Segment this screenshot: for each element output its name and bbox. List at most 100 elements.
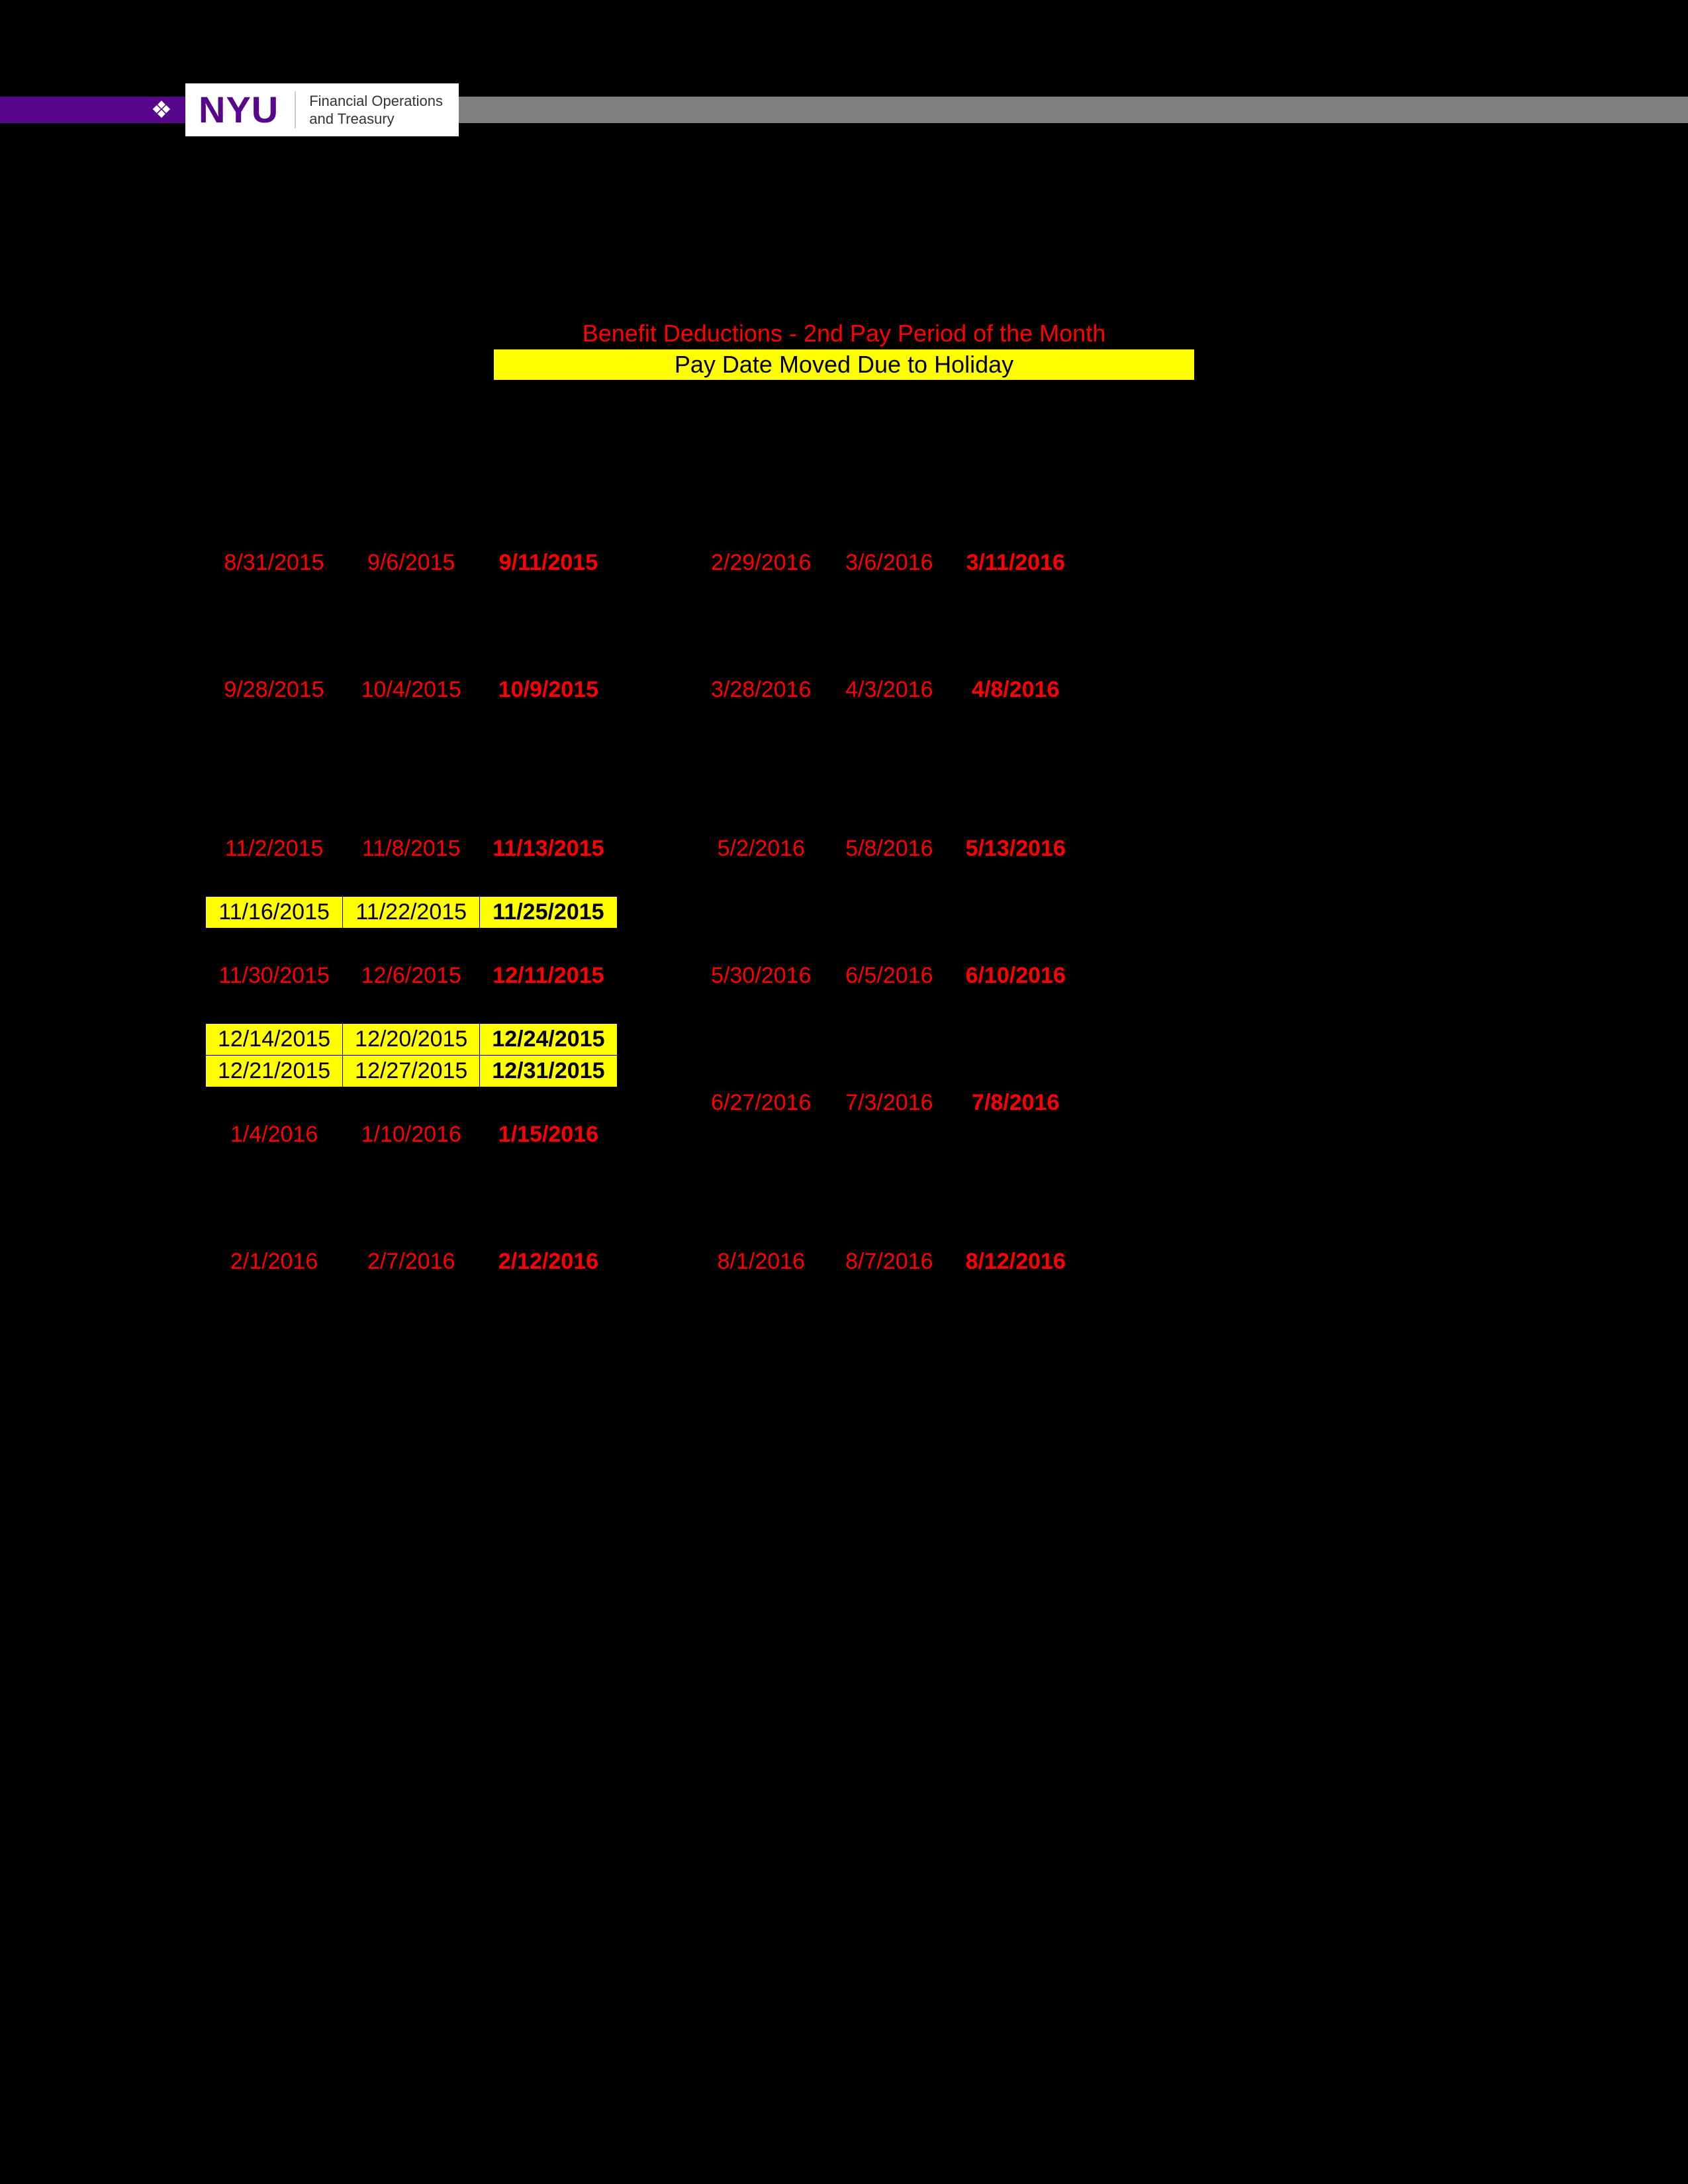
table-row: 11/23/201511/29/201512/4/2015	[206, 928, 618, 960]
table-row: 3/7/20163/13/20163/18/2016	[697, 578, 1078, 610]
table-header-row: Pay Period Start Date Pay Period End Dat…	[697, 424, 1078, 484]
cell-end: 5/15/2016	[825, 864, 954, 896]
cell-pay: 6/24/2016	[953, 1023, 1078, 1055]
cell-start: 2/22/2016	[697, 515, 825, 547]
cell-start: 2/29/2016	[697, 547, 825, 578]
cell-end: 10/25/2015	[343, 769, 480, 801]
table-row: 7/18/20167/24/20167/29/2016	[697, 1182, 1078, 1214]
cell-pay: 1/15/2016	[480, 1118, 617, 1150]
table-row: 1/25/20161/31/20162/5/2016	[206, 1214, 618, 1246]
brand-name: NYU	[199, 91, 296, 128]
table-row: 3/14/20163/20/20163/25/2016	[697, 610, 1078, 642]
cell-end: 7/24/2016	[825, 1182, 954, 1214]
cell-end: 5/8/2016	[825, 833, 954, 864]
cell-pay: 4/1/2016	[953, 642, 1078, 674]
cell-pay: 5/20/2016	[953, 864, 1078, 896]
table-row: 1/11/20161/17/20161/22/2016	[206, 1150, 618, 1182]
cell-pay: 10/9/2015	[480, 674, 617, 705]
table-row: 9/21/20159/27/201510/2/2015	[206, 642, 618, 674]
cell-start: 6/20/2016	[697, 1055, 825, 1087]
cell-start: 11/9/2015	[206, 864, 343, 896]
cell-start: 2/1/2016	[206, 1246, 343, 1277]
cell-start: 8/8/2016	[697, 1277, 825, 1309]
legend: Benefit Deductions - 2nd Pay Period of t…	[493, 318, 1195, 381]
cell-pay: 5/27/2016	[953, 896, 1078, 928]
cell-pay: 12/11/2015	[480, 960, 617, 991]
cell-start: 5/16/2016	[697, 896, 825, 928]
cell-end: 5/1/2016	[825, 801, 954, 833]
cell-start: 8/17/2015	[206, 483, 343, 515]
cell-pay: 7/29/2016	[953, 1182, 1078, 1214]
cell-pay: 12/31/2015	[480, 1055, 617, 1087]
cell-start: 6/27/2016	[697, 1087, 825, 1118]
cell-pay: 8/28/2015	[480, 483, 617, 515]
cell-pay: 1/29/2016	[480, 1182, 617, 1214]
table-header-row: Pay Period Start Date Pay Period End Dat…	[206, 424, 618, 484]
cell-end: 1/31/2016	[343, 1214, 480, 1246]
cell-end: 11/22/2015	[343, 896, 480, 928]
col-header-start: Pay Period Start Date	[697, 424, 825, 484]
table-row: 8/8/20168/14/20168/19/2016	[697, 1277, 1078, 1309]
cell-pay: 8/19/2016	[953, 1277, 1078, 1309]
cell-start: 7/4/2016	[697, 1118, 825, 1150]
table-row: 8/17/20158/23/20158/28/2015	[206, 483, 618, 515]
cell-pay: 3/18/2016	[953, 578, 1078, 610]
cell-end: 1/17/2016	[343, 1150, 480, 1182]
col-header-end: Pay Period End Date	[825, 424, 954, 484]
cell-pay: 9/25/2015	[480, 610, 617, 642]
table-row: 12/14/201512/20/201512/24/2015	[206, 1023, 618, 1055]
cell-end: 12/27/2015	[343, 1055, 480, 1087]
cell-pay: 2/26/2016	[953, 483, 1078, 515]
table-row: 7/25/20167/31/20168/5/2016	[697, 1214, 1078, 1246]
cell-pay: 12/24/2015	[480, 1023, 617, 1055]
cell-pay: 3/25/2016	[953, 610, 1078, 642]
table-row: 10/19/201510/25/201510/30/2015	[206, 769, 618, 801]
cell-end: 9/13/2015	[343, 578, 480, 610]
col-header-pay: Pay Date	[480, 424, 617, 484]
legend-yellow: Pay Date Moved Due to Holiday	[494, 349, 1194, 380]
cell-start: 12/7/2015	[206, 991, 343, 1023]
cell-end: 2/28/2016	[825, 515, 954, 547]
table-row: 5/23/20165/29/20166/3/2016	[697, 928, 1078, 960]
table-row: 11/16/201511/22/201511/25/2015	[206, 896, 618, 928]
table-row: 11/2/201511/8/201511/13/2015	[206, 833, 618, 864]
table-row: 5/30/20166/5/20166/10/2016	[697, 960, 1078, 991]
table-row: 6/20/20166/26/20167/1/2016	[697, 1055, 1078, 1087]
cell-end: 11/15/2015	[343, 864, 480, 896]
table-row: 4/25/20165/1/20165/6/2016	[697, 801, 1078, 833]
cell-end: 7/17/2016	[825, 1150, 954, 1182]
cell-pay: 4/22/2016	[953, 737, 1078, 769]
cell-end: 9/6/2015	[343, 547, 480, 578]
table-row: 2/1/20162/7/20162/12/2016	[206, 1246, 618, 1277]
table-row: 12/7/201512/13/201512/18/2015	[206, 991, 618, 1023]
cell-pay: 7/1/2016	[953, 1055, 1078, 1087]
cell-end: 12/6/2015	[343, 960, 480, 991]
cell-pay: 7/15/2016	[953, 1118, 1078, 1150]
cell-end: 9/20/2015	[343, 610, 480, 642]
cell-end: 6/5/2016	[825, 960, 954, 991]
table-row: 9/7/20159/13/20159/18/2015	[206, 578, 618, 610]
cell-end: 8/7/2016	[825, 1246, 954, 1277]
cell-start: 9/14/2015	[206, 610, 343, 642]
table-row: 10/12/201510/18/201510/23/2015	[206, 737, 618, 769]
cell-start: 4/4/2016	[697, 705, 825, 737]
cell-end: 5/22/2016	[825, 896, 954, 928]
title-line1: Fiscal Year 2016	[0, 212, 1688, 251]
table-row: 6/27/20167/3/20167/8/2016	[697, 1087, 1078, 1118]
cell-pay: 9/4/2015	[480, 515, 617, 547]
cell-start: 9/7/2015	[206, 578, 343, 610]
cell-pay: 8/5/2016	[953, 1214, 1078, 1246]
cell-end: 7/10/2016	[825, 1118, 954, 1150]
title-line2: Bi-Weekly Payroll Calendar	[0, 251, 1688, 290]
cell-start: 4/25/2016	[697, 801, 825, 833]
cell-pay: 9/11/2015	[480, 547, 617, 578]
cell-end: 10/11/2015	[343, 705, 480, 737]
cell-end: 1/3/2016	[343, 1087, 480, 1118]
cell-start: 10/12/2015	[206, 737, 343, 769]
table-row: 5/9/20165/15/20165/20/2016	[697, 864, 1078, 896]
table-row: 6/13/20166/19/20166/24/2016	[697, 1023, 1078, 1055]
cell-start: 12/28/2015	[206, 1087, 343, 1118]
table-row: 2/15/20162/21/20162/26/2016	[697, 483, 1078, 515]
legend-red: Benefit Deductions - 2nd Pay Period of t…	[494, 318, 1194, 349]
cell-pay: 2/12/2016	[480, 1246, 617, 1277]
